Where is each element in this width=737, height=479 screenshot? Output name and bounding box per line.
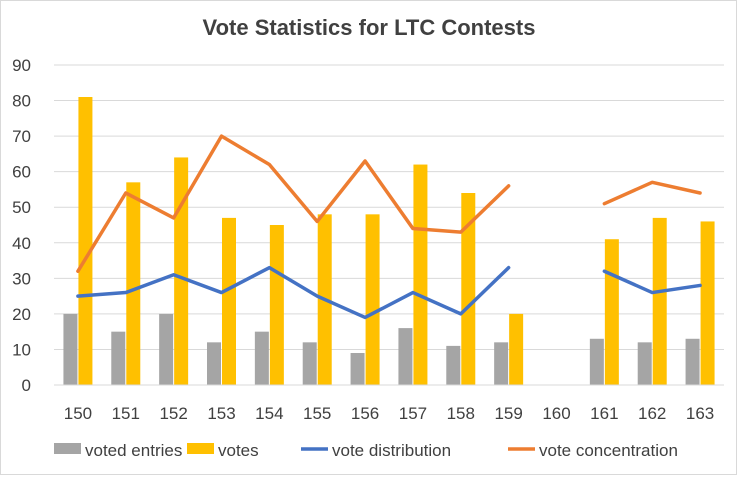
bar-voted-entries-157 [398,328,413,385]
bar-votes-150 [78,97,93,385]
bar-votes-158 [461,193,476,385]
y-tick-label: 70 [12,127,31,146]
line-vote-concentration [76,134,511,273]
x-tick-label: 152 [159,404,187,423]
x-tick-label: 153 [207,404,235,423]
bar-votes-154 [269,225,284,385]
bar-voted-entries-154 [254,331,269,385]
bar-voted-entries-162 [637,342,652,385]
bar-voted-entries-158 [446,345,461,385]
y-axis: 0 10 20 30 40 50 60 70 80 90 [12,56,31,395]
legend-swatch [54,443,81,454]
series-lines [76,134,702,320]
y-tick-label: 80 [12,92,31,111]
y-tick-label: 0 [22,376,31,395]
bar-votes-151 [126,182,141,385]
x-tick-label: 150 [64,404,92,423]
bar-voted-entries-155 [302,342,317,385]
x-tick-label: 163 [686,404,714,423]
legend-swatch [187,443,214,454]
bar-voted-entries-150 [63,313,78,385]
x-tick-label: 161 [590,404,618,423]
y-tick-label: 90 [12,56,31,75]
x-tick-labels: 150 151 152 153 154 155 156 157 158 159 160 161 162 1… [64,404,715,423]
bars [63,97,715,385]
y-tick-label: 40 [12,234,31,253]
bar-votes-156 [365,214,380,385]
bar-votes-163 [700,221,715,385]
bar-voted-entries-163 [685,338,700,385]
legend: voted entries votes vote distribution vote … [54,441,678,460]
x-tick-label: 155 [303,404,331,423]
y-tick-label: 60 [12,163,31,182]
bar-voted-entries-159 [494,342,509,385]
x-tick-label: 157 [399,404,427,423]
bar-voted-entries-153 [207,342,221,385]
bar-voted-entries-151 [111,331,126,385]
x-tick-label: 158 [447,404,475,423]
line-vote-distribution [602,269,702,295]
y-tick-label: 50 [12,198,31,217]
bar-votes-161 [604,239,619,385]
bar-voted-entries-161 [589,338,604,385]
legend-label: vote concentration [539,441,678,460]
legend-label: vote distribution [332,441,451,460]
x-tick-label: 156 [351,404,379,423]
y-tick-label: 10 [12,340,31,359]
y-tick-label: 30 [12,269,31,288]
bar-voted-entries-156 [350,353,365,385]
bar-votes-152 [174,157,189,385]
bar-votes-153 [222,217,236,385]
x-tick-label: 160 [542,404,570,423]
x-tick-label: 154 [255,404,283,423]
bar-votes-157 [413,164,428,385]
y-tick-label: 20 [12,305,31,324]
line-vote-concentration [602,180,702,206]
bar-votes-159 [509,313,524,385]
line-vote-distribution [76,265,511,320]
legend-label: voted entries [85,441,182,460]
x-tick-label: 159 [494,404,522,423]
legend-label: votes [218,441,259,460]
bar-voted-entries-152 [159,313,174,385]
x-tick-label: 162 [638,404,666,423]
x-tick-label: 151 [112,404,140,423]
bar-votes-162 [652,217,667,385]
chart-title: Vote Statistics for LTC Contests [203,15,536,40]
